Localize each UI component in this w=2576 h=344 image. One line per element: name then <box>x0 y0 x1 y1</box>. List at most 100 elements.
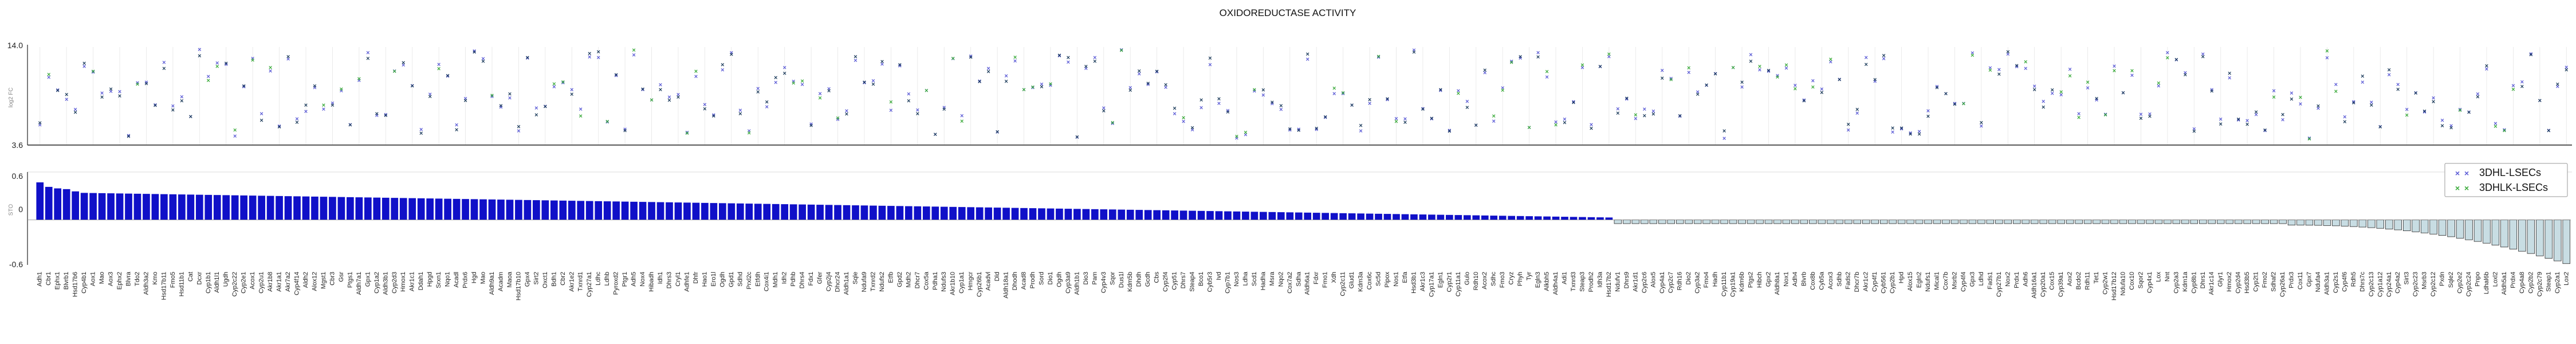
marker-3dhlk: × <box>1899 125 1903 132</box>
marker-3dhlk: × <box>437 66 441 73</box>
marker-3dhlk: × <box>2103 112 2107 119</box>
marker-3dhl: × <box>1128 85 1132 92</box>
marker-3dhlk: × <box>2449 125 2453 132</box>
bar <box>807 204 815 220</box>
x-tick-label: Acox2 <box>1481 272 1488 290</box>
bar <box>559 200 567 220</box>
marker-3dhl: × <box>570 87 573 93</box>
bar <box>2447 220 2455 237</box>
marker-3dhlk: × <box>384 112 387 119</box>
marker-3dhlk: × <box>969 54 972 61</box>
bar <box>1915 220 1924 224</box>
bar <box>1215 211 1223 220</box>
marker-3dhlk: × <box>1235 133 1238 140</box>
x-tick-label: Cyp1a1 <box>958 272 965 294</box>
marker-3dhlk: × <box>1474 122 1478 129</box>
x-tick-label: Prodh2 <box>1588 272 1595 292</box>
x-tick-label: Gpd1 <box>728 272 735 287</box>
bar <box>2110 220 2118 224</box>
bar <box>1277 212 1285 220</box>
x-tick-label: Lox2 <box>2563 272 2570 286</box>
marker-3dhl: × <box>986 65 990 72</box>
marker-3dhlk: × <box>1004 79 1008 85</box>
marker-3dhl: × <box>534 105 538 112</box>
marker-3dhlk: × <box>144 80 148 87</box>
legend: × × 3DHL-LSECs × × 3DHLK-LSECs <box>2444 163 2568 197</box>
x-tick-label: Nos1 <box>1393 272 1399 287</box>
marker-3dhl: × <box>1235 135 1238 142</box>
marker-3dhl: × <box>455 122 458 128</box>
bar <box>329 197 336 220</box>
x-tick-label: Cyp4f6 <box>2341 272 2348 292</box>
x-tick-label: Cyp2j4 <box>825 272 832 291</box>
marker-3dhl: × <box>2166 50 2169 57</box>
marker-3dhlk: × <box>1607 51 1611 58</box>
bar <box>1286 212 1294 220</box>
x-tick-label: Sord <box>1038 272 1045 285</box>
marker-3dhl: × <box>774 80 777 87</box>
marker-3dhlk: × <box>1882 52 1885 59</box>
marker-3dhlk: × <box>490 92 494 99</box>
x-tick-label: Srxn1 <box>435 272 442 288</box>
bar <box>568 201 576 220</box>
x-tick-label: Hmox2 <box>2226 272 2233 292</box>
marker-3dhlk: × <box>463 97 467 104</box>
x-tick-label: Steap4 <box>1189 272 1196 292</box>
marker-3dhlk: × <box>2157 80 2160 87</box>
marker-3dhl: × <box>2042 98 2045 105</box>
x-tick-label: Nqo1 <box>445 272 451 287</box>
marker-3dhlk: × <box>1820 89 1823 96</box>
marker-3dhlk: × <box>1838 76 1841 83</box>
bar <box>870 205 877 220</box>
x-tick-label: Scd1 <box>1251 272 1258 286</box>
marker-3dhl: × <box>2307 135 2311 142</box>
x-tick-label: Dhodh <box>1012 272 1018 290</box>
marker-3dhl: × <box>1137 71 1140 77</box>
x-tick-label: Acox1 <box>249 272 256 290</box>
marker-3dhl: × <box>1980 123 1983 130</box>
bar <box>1260 212 1267 220</box>
marker-3dhl: × <box>304 108 308 115</box>
x-tick-label: Nox4 <box>639 272 646 287</box>
marker-3dhlk: × <box>393 68 396 75</box>
marker-3dhl: × <box>1306 56 1309 63</box>
marker-3dhl: × <box>871 78 875 85</box>
x-tick-label: Ogdh <box>719 272 726 287</box>
x-tick-label: Alox5 <box>1650 272 1657 288</box>
marker-3dhl: × <box>667 94 671 101</box>
marker-3dhlk: × <box>1483 67 1486 74</box>
x-tick-label: Ndufa4 <box>2315 272 2322 292</box>
x-tick-label: Aldh3a1 <box>2323 272 2330 295</box>
marker-3dhl: × <box>2121 89 2125 96</box>
marker-3dhl: × <box>1474 122 1478 129</box>
marker-3dhl: × <box>2219 116 2222 123</box>
marker-3dhl: × <box>1155 69 1158 76</box>
marker-3dhl: × <box>1696 89 1699 96</box>
marker-3dhl: × <box>2396 81 2400 88</box>
marker-3dhl: × <box>2210 87 2213 93</box>
bar <box>391 198 399 220</box>
x-tick-label: Pnpo <box>2475 272 2481 287</box>
bar <box>1897 220 1906 224</box>
marker-3dhlk: × <box>1412 49 1415 56</box>
bar <box>2234 220 2243 224</box>
bar <box>2358 220 2367 228</box>
marker-3dhlk: × <box>269 64 272 71</box>
bar <box>426 198 434 220</box>
bar <box>1756 220 1764 224</box>
marker-3dhl: × <box>2467 109 2471 116</box>
x-tick-label: Cyp4a2 <box>2394 272 2401 294</box>
marker-3dhl: × <box>2432 95 2435 102</box>
marker-3dhl: × <box>942 104 946 111</box>
marker-3dhl: × <box>481 56 485 62</box>
marker-3dhl: × <box>1386 97 1389 104</box>
marker-3dhlk: × <box>916 111 919 118</box>
x-tick-label: Dhcr7 <box>914 272 921 288</box>
bar <box>940 206 948 220</box>
marker-3dhl: × <box>854 57 857 64</box>
marker-3dhlk: × <box>960 118 963 125</box>
marker-3dhl: × <box>1794 83 1797 89</box>
marker-3dhlk: × <box>2396 86 2400 93</box>
bar <box>585 201 593 220</box>
